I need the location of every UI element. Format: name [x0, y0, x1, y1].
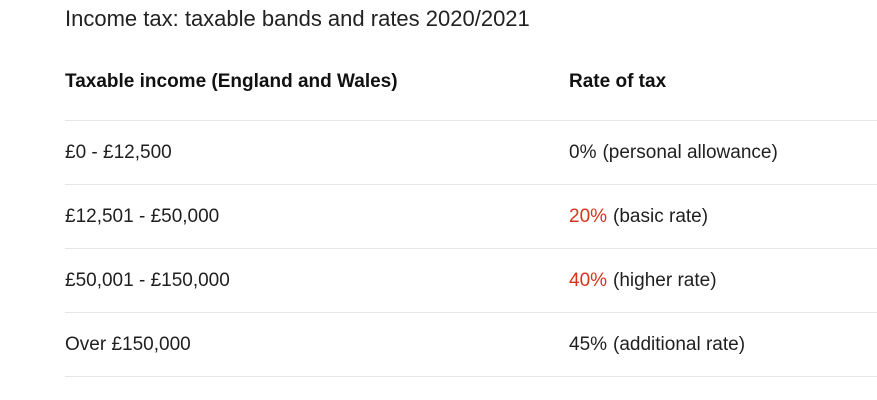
taxable-band: Over £150,000 [65, 333, 191, 355]
table-caption: Income tax: taxable bands and rates 2020… [65, 6, 530, 31]
rate-note: (personal allowance) [602, 141, 778, 163]
table-row: £12,501 - £50,000 20% (basic rate) [65, 185, 877, 249]
taxable-band: £50,001 - £150,000 [65, 269, 230, 291]
table-row: Over £150,000 45% (additional rate) [65, 313, 877, 377]
rate-value: 40% [569, 269, 608, 291]
taxable-band: £12,501 - £50,000 [65, 205, 220, 227]
rate-note: (basic rate) [613, 205, 709, 227]
taxable-band: £0 - £12,500 [65, 141, 172, 163]
header-taxable-income: Taxable income (England and Wales) [65, 71, 398, 92]
table-header-row: Taxable income (England and Wales) Rate … [65, 56, 877, 121]
rate-note: (additional rate) [613, 333, 746, 355]
tax-rate: 0% (personal allowance) [569, 121, 778, 184]
tax-rate: 40% (higher rate) [569, 249, 717, 312]
table-row: £0 - £12,500 0% (personal allowance) [65, 121, 877, 185]
tax-rate: 45% (additional rate) [569, 313, 745, 376]
rate-value: 20% [569, 205, 608, 227]
tax-bands-table: Taxable income (England and Wales) Rate … [65, 56, 877, 377]
table-row: £50,001 - £150,000 40% (higher rate) [65, 249, 877, 313]
rate-value: 45% [569, 333, 608, 355]
rate-note: (higher rate) [613, 269, 717, 291]
header-rate-of-tax: Rate of tax [569, 71, 667, 92]
rate-value: 0% [569, 141, 597, 163]
tax-rate: 20% (basic rate) [569, 185, 708, 248]
